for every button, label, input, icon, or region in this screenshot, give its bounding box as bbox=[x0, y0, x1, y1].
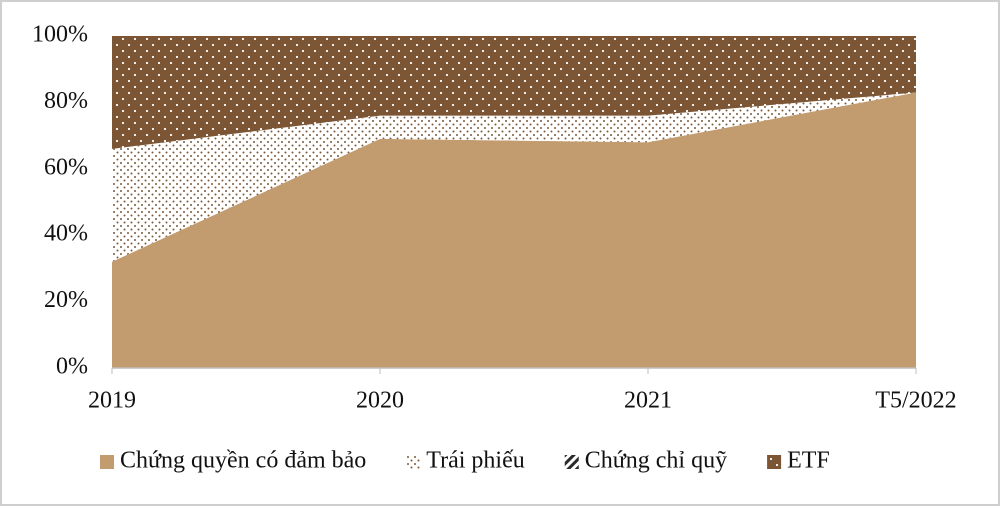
legend-swatch bbox=[406, 455, 421, 469]
x-tick-label: 2020 bbox=[356, 388, 404, 414]
x-tick-label: 2019 bbox=[88, 388, 136, 414]
legend-label: Trái phiếu bbox=[426, 448, 524, 474]
y-tick-label: 0% bbox=[56, 354, 88, 380]
x-tick-label: 2021 bbox=[624, 388, 672, 414]
y-tick-label: 40% bbox=[44, 221, 88, 247]
legend-label: Chứng chỉ quỹ bbox=[585, 448, 727, 474]
legend-swatch bbox=[564, 455, 579, 469]
legend-label: ETF bbox=[787, 448, 830, 474]
y-tick-label: 60% bbox=[44, 154, 88, 180]
area bbox=[112, 92, 916, 368]
y-tick-label: 100% bbox=[32, 22, 88, 48]
area bbox=[112, 36, 916, 149]
legend-swatch bbox=[767, 455, 782, 469]
x-tick-label: T5/2022 bbox=[875, 388, 956, 414]
y-tick-label: 80% bbox=[44, 88, 88, 114]
area bbox=[112, 92, 916, 262]
legend-swatch bbox=[100, 455, 114, 469]
y-tick-label: 20% bbox=[44, 287, 88, 313]
legend-label: Chứng quyền có đảm bảo bbox=[120, 448, 366, 474]
